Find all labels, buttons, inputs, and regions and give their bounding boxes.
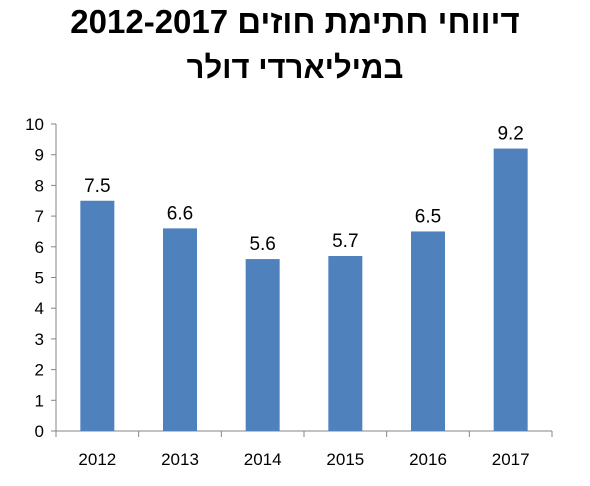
x-tick-label-2014: 2014 (244, 450, 282, 469)
y-tick-label: 4 (35, 299, 44, 318)
bars: 7.5 6.6 5.6 5.7 6.5 9.2 (80, 124, 528, 431)
bar-2013 (163, 228, 197, 431)
y-tick-label: 10 (25, 115, 44, 134)
bar-2012 (80, 200, 115, 431)
chart-title: דיווחי חתימת חוזים 2012-2017 (70, 3, 520, 40)
y-axis-ticks: 0 1 2 3 4 5 6 7 8 9 10 (25, 115, 56, 441)
y-tick-label: 1 (35, 391, 44, 410)
data-label-2016: 6.5 (415, 206, 441, 227)
x-tick-label-2017: 2017 (492, 450, 530, 469)
data-label-2017: 9.2 (497, 124, 523, 145)
y-tick-label: 3 (35, 330, 44, 349)
data-label-2015: 5.7 (332, 231, 358, 252)
bar-2017 (493, 148, 528, 431)
y-tick-label: 9 (35, 146, 44, 165)
bar-2016 (411, 231, 445, 431)
data-label-2014: 5.6 (249, 234, 275, 255)
y-tick-label: 5 (35, 269, 44, 288)
x-axis-ticks: 2012 2013 2014 2015 2016 2017 (55, 431, 553, 469)
y-tick-label: 0 (35, 422, 44, 441)
x-tick-label-2016: 2016 (409, 450, 447, 469)
x-tick-label-2015: 2015 (326, 450, 364, 469)
bar-2015 (328, 256, 363, 431)
y-tick-label: 2 (35, 361, 44, 380)
x-tick-label-2013: 2013 (161, 450, 199, 469)
y-tick-label: 6 (35, 238, 44, 257)
y-tick-label: 8 (35, 176, 44, 195)
chart-subtitle: במיליארדי דולר (186, 50, 404, 85)
y-tick-label: 7 (35, 207, 44, 226)
data-label-2013: 6.6 (167, 203, 193, 224)
data-label-2012: 7.5 (84, 176, 110, 197)
bar-2014 (245, 259, 280, 431)
x-tick-label-2012: 2012 (78, 450, 116, 469)
